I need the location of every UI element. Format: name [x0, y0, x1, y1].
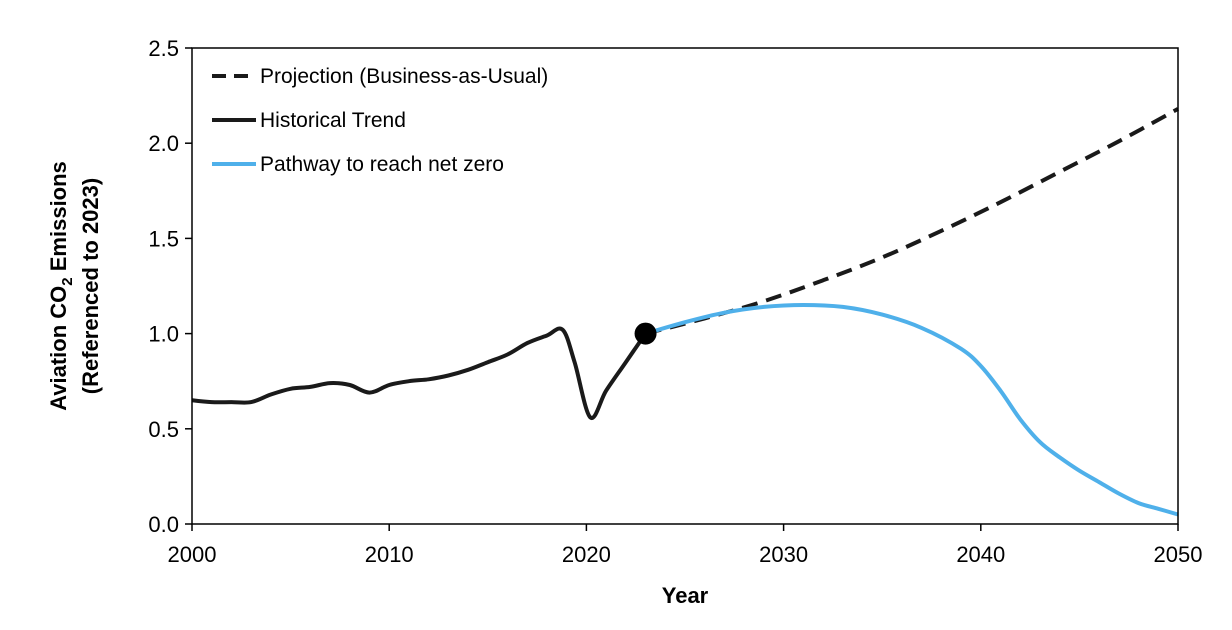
y-tick-label: 2.5 [148, 36, 179, 61]
x-tick-label: 2000 [168, 542, 217, 567]
legend-label: Projection (Business-as-Usual) [260, 65, 548, 88]
x-tick-label: 2020 [562, 542, 611, 567]
series-line-pathway-to-reach-net-zero [645, 303, 1179, 517]
x-axis-ticks: 2000 2010 2020 2030 2040 2050 [168, 524, 1203, 567]
x-tick-label: 2030 [759, 542, 808, 567]
y-axis-title-line2: (Referenced to 2023) [78, 178, 103, 394]
y-axis-title: Aviation CO2 Emissions (Referenced to 20… [46, 161, 103, 411]
legend: Projection (Business-as-Usual) Historical… [212, 65, 548, 176]
x-tick-label: 2040 [956, 542, 1005, 567]
y-axis-ticks: 0.0 0.5 1.0 1.5 2.0 2.5 [148, 36, 192, 537]
x-tick-label: 2010 [365, 542, 414, 567]
y-axis-title-line1: Aviation CO2 Emissions [46, 161, 76, 411]
plot-area-frame [191, 47, 1179, 525]
y-tick-label: 0.5 [148, 417, 179, 442]
y-tick-label: 0.0 [148, 512, 179, 537]
y-tick-label: 1.0 [148, 322, 179, 347]
series-line-projection-business-as-usual [645, 107, 1179, 336]
y-tick-label: 2.0 [148, 131, 179, 156]
reference-year-marker [634, 322, 657, 345]
x-axis-title: Year [662, 583, 709, 608]
legend-label: Pathway to reach net zero [260, 153, 504, 176]
series-line-historical-trend [191, 326, 648, 420]
x-tick-label: 2050 [1154, 542, 1203, 567]
series-layer [191, 107, 1179, 517]
y-tick-label: 1.5 [148, 226, 179, 251]
marker-layer [634, 322, 657, 345]
legend-label: Historical Trend [260, 109, 406, 132]
